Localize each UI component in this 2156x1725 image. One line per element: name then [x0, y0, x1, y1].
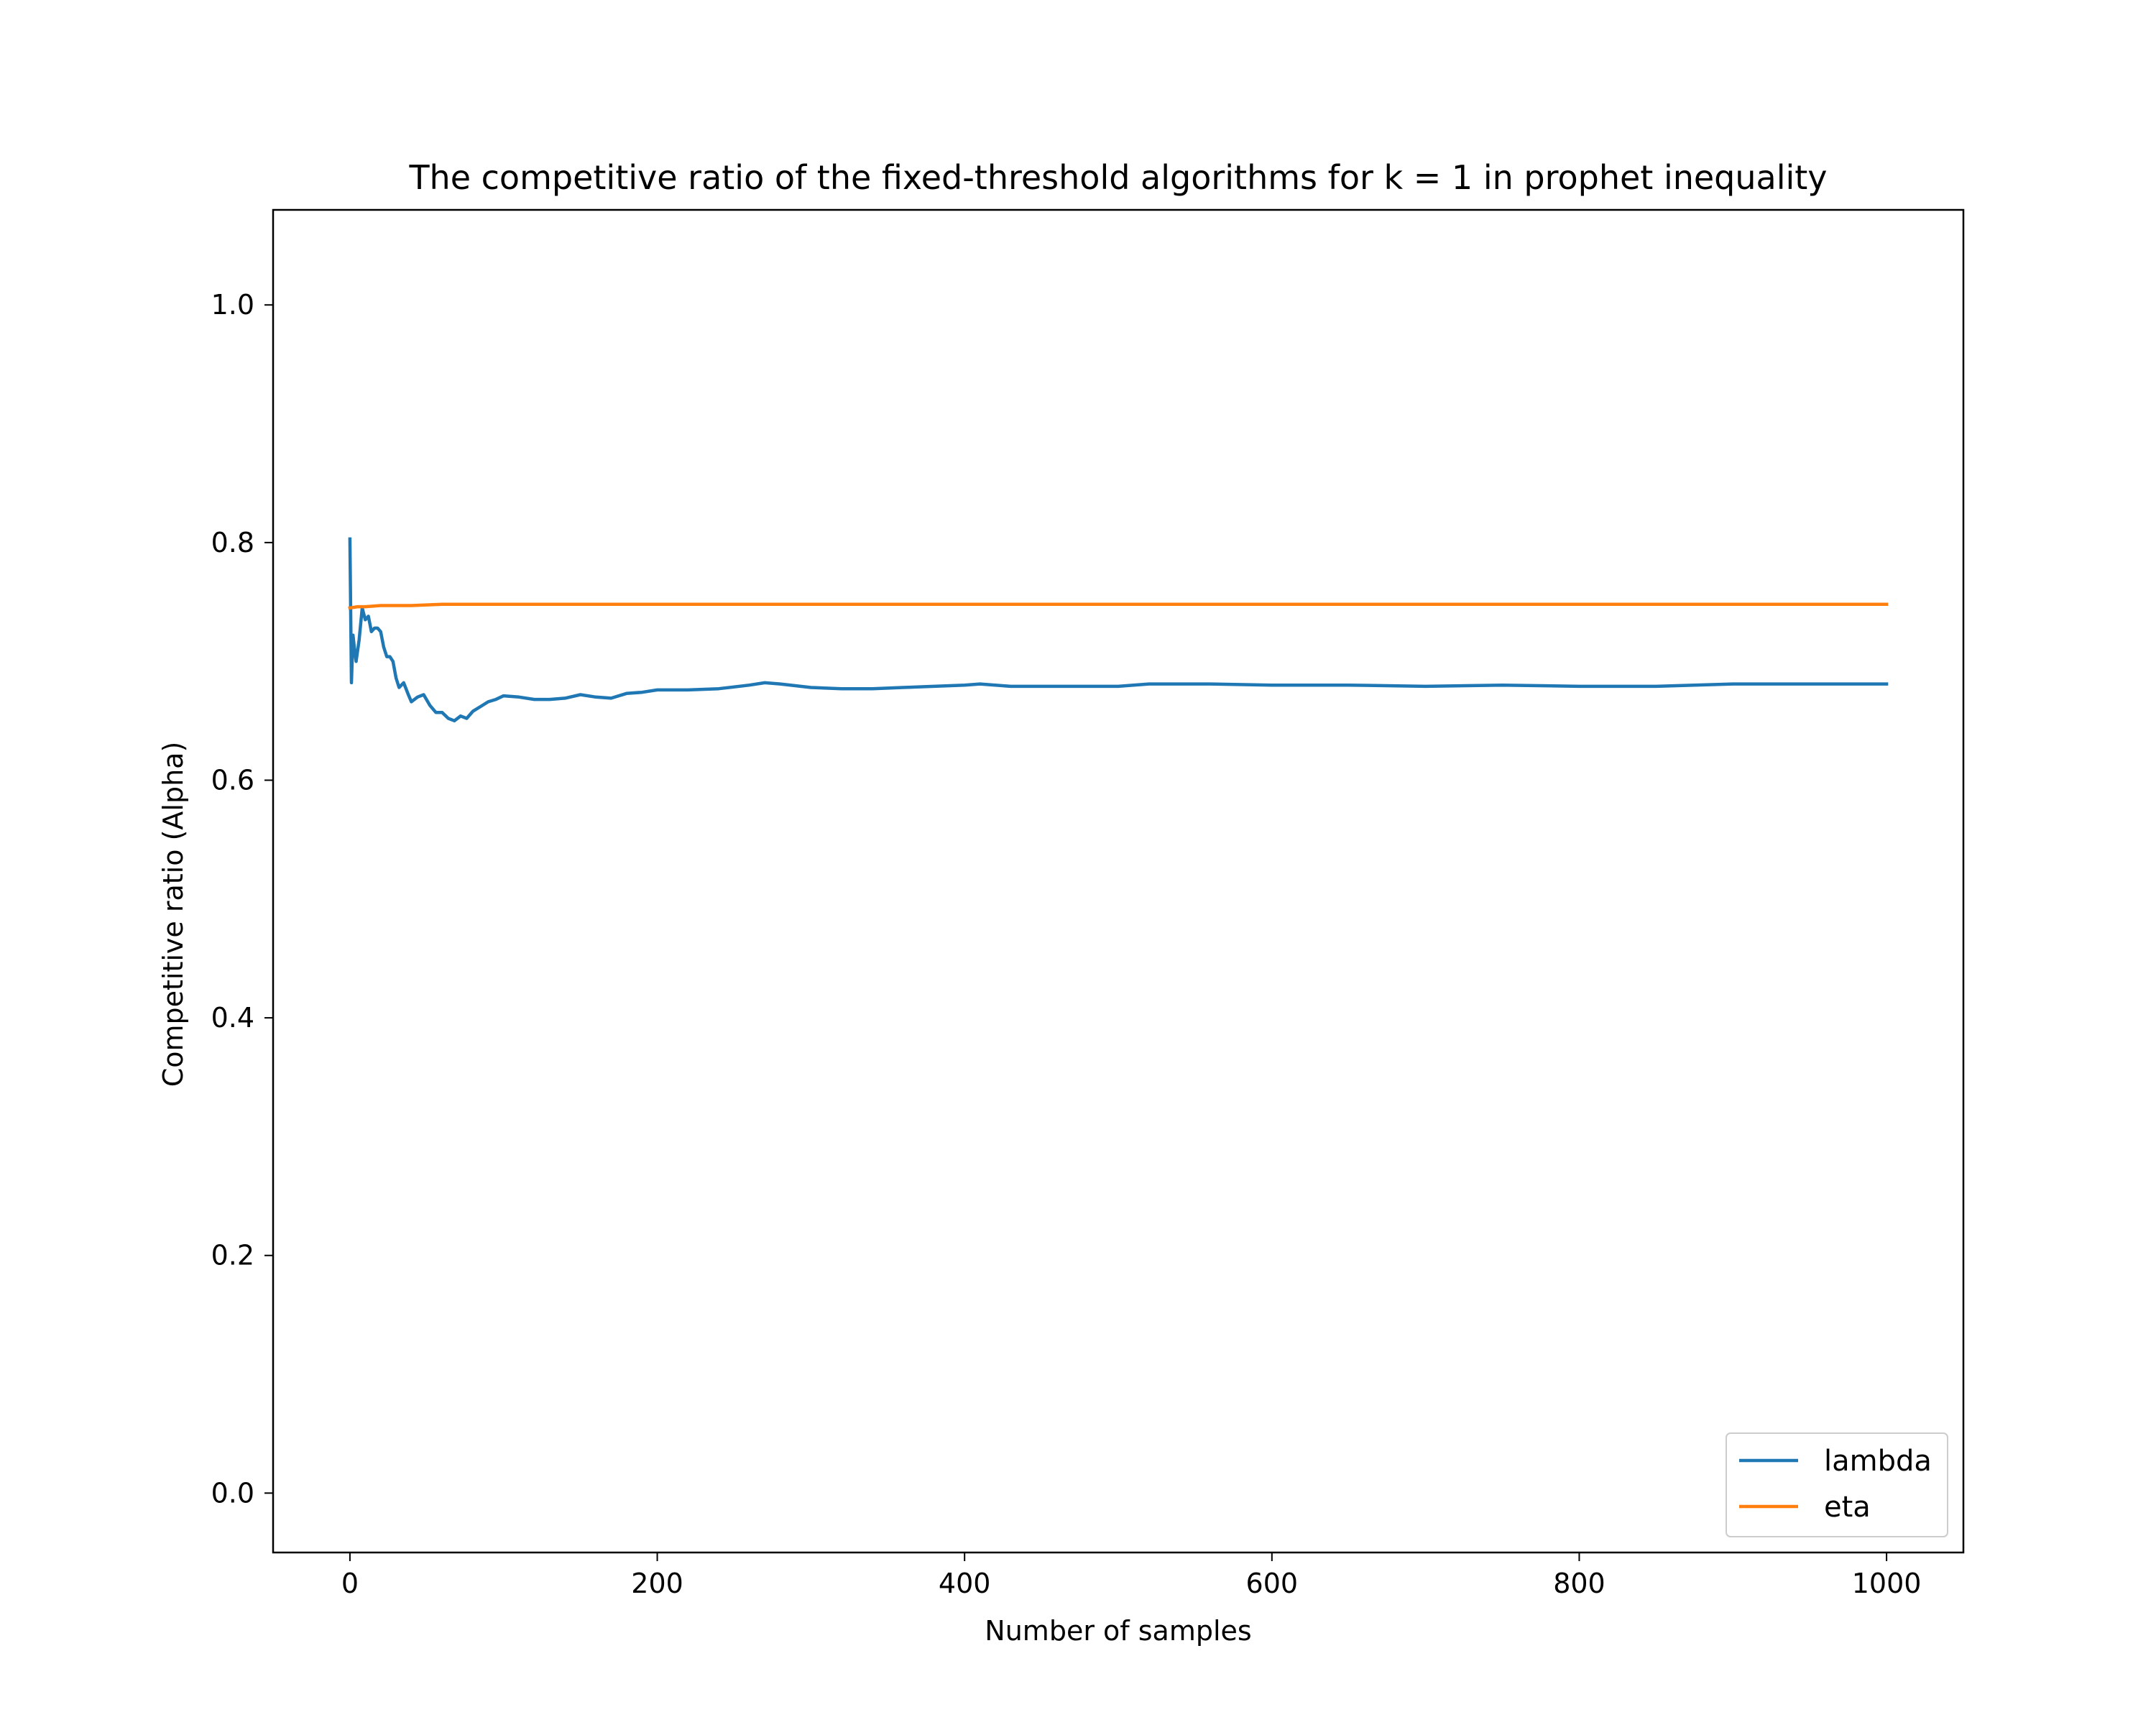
x-tick-label: 200: [631, 1568, 683, 1599]
chart-title: The competitive ratio of the fixed-thres…: [408, 158, 1827, 197]
y-tick-label: 0.2: [211, 1240, 254, 1271]
y-tick-label: 0.0: [211, 1477, 254, 1509]
y-tick-label: 1.0: [211, 289, 254, 321]
series-layer: [348, 537, 1889, 723]
x-tick-label: 800: [1553, 1568, 1606, 1599]
x-axis: 0 200 400 600 800 1000: [341, 1552, 1922, 1599]
x-tick-label: 1000: [1852, 1568, 1922, 1599]
legend-label-eta: eta: [1824, 1491, 1871, 1524]
plot-area: [272, 208, 1965, 1554]
y-axis: 0.0 0.2 0.4 0.6 0.8 1.0: [211, 289, 273, 1509]
y-tick-label: 0.8: [211, 527, 254, 558]
x-tick-label: 400: [939, 1568, 991, 1599]
y-tick-label: 0.4: [211, 1002, 254, 1034]
plot-frame: [272, 208, 1965, 1554]
series-line-lambda: [348, 537, 1889, 723]
y-tick-label: 0.6: [211, 764, 254, 796]
x-tick-label: 600: [1246, 1568, 1299, 1599]
series-line-eta: [348, 602, 1889, 610]
x-axis-label: Number of samples: [985, 1615, 1251, 1647]
legend-label-lambda: lambda: [1824, 1445, 1932, 1478]
y-axis-label: Competitive ratio (Alpha): [157, 742, 189, 1087]
legend: lambda eta: [1726, 1432, 1948, 1537]
x-tick-label: 0: [341, 1568, 359, 1599]
